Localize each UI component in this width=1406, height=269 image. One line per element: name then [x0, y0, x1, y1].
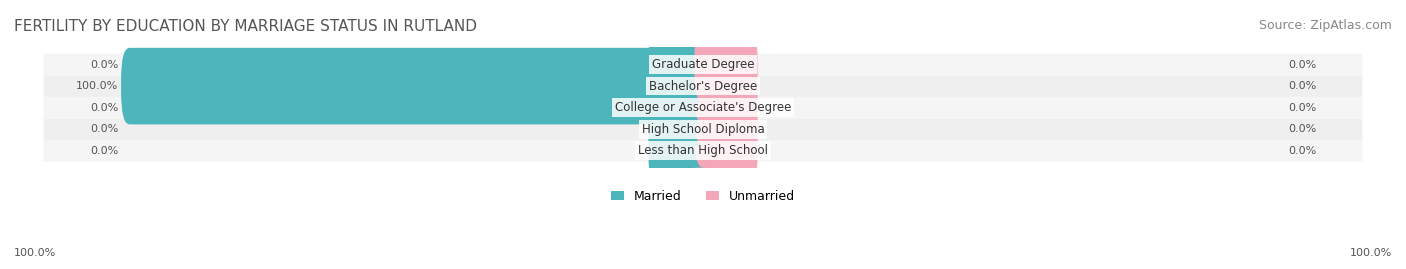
Text: 0.0%: 0.0% [1288, 124, 1316, 134]
FancyBboxPatch shape [44, 140, 1362, 162]
Text: 0.0%: 0.0% [1288, 81, 1316, 91]
Text: 0.0%: 0.0% [90, 59, 118, 70]
Text: 0.0%: 0.0% [1288, 146, 1316, 156]
Text: Less than High School: Less than High School [638, 144, 768, 157]
Text: 100.0%: 100.0% [76, 81, 118, 91]
Legend: Married, Unmarried: Married, Unmarried [606, 185, 800, 208]
FancyBboxPatch shape [695, 69, 758, 146]
Text: 0.0%: 0.0% [90, 124, 118, 134]
FancyBboxPatch shape [695, 48, 758, 124]
FancyBboxPatch shape [44, 54, 1362, 75]
FancyBboxPatch shape [44, 75, 1362, 97]
Text: High School Diploma: High School Diploma [641, 123, 765, 136]
FancyBboxPatch shape [44, 118, 1362, 140]
Text: Graduate Degree: Graduate Degree [652, 58, 754, 71]
FancyBboxPatch shape [648, 69, 711, 146]
Text: Bachelor's Degree: Bachelor's Degree [650, 80, 756, 93]
Text: 100.0%: 100.0% [1350, 248, 1392, 258]
FancyBboxPatch shape [695, 26, 758, 103]
Text: 0.0%: 0.0% [1288, 103, 1316, 113]
Text: College or Associate's Degree: College or Associate's Degree [614, 101, 792, 114]
Text: 0.0%: 0.0% [90, 146, 118, 156]
FancyBboxPatch shape [121, 48, 711, 124]
FancyBboxPatch shape [44, 97, 1362, 118]
Text: 0.0%: 0.0% [90, 103, 118, 113]
FancyBboxPatch shape [695, 112, 758, 189]
Text: Source: ZipAtlas.com: Source: ZipAtlas.com [1258, 19, 1392, 32]
Text: FERTILITY BY EDUCATION BY MARRIAGE STATUS IN RUTLAND: FERTILITY BY EDUCATION BY MARRIAGE STATU… [14, 19, 477, 34]
Text: 0.0%: 0.0% [1288, 59, 1316, 70]
Text: 100.0%: 100.0% [14, 248, 56, 258]
FancyBboxPatch shape [648, 91, 711, 168]
FancyBboxPatch shape [648, 112, 711, 189]
FancyBboxPatch shape [648, 26, 711, 103]
FancyBboxPatch shape [695, 91, 758, 168]
